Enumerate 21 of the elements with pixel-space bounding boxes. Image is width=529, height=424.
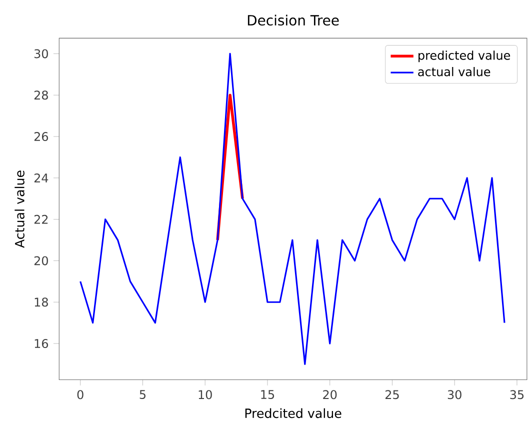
x-tick-label: 0: [77, 390, 84, 400]
y-tick-label: 28: [34, 90, 48, 100]
x-tick-label: 5: [140, 390, 146, 400]
y-tick-label: 30: [34, 49, 48, 58]
x-tick-label: 15: [261, 390, 274, 400]
x-tick-label: 20: [323, 390, 337, 400]
chart-title: Decision Tree: [248, 14, 339, 26]
y-tick-label: 24: [34, 174, 48, 183]
x-tick-label: 25: [385, 390, 399, 400]
legend-label: predicted value: [418, 50, 510, 62]
y-tick-label: 16: [34, 339, 48, 348]
x-axis-title: Predcited value: [245, 408, 342, 418]
y-tick-label: 18: [34, 298, 48, 307]
x-tick-label: 30: [448, 390, 462, 400]
legend-label: actual value: [418, 67, 490, 76]
x-tick-label: 10: [198, 390, 212, 400]
y-axis-title: Actual value: [14, 170, 24, 248]
y-tick-label: 26: [34, 132, 48, 142]
x-tick-label: 35: [510, 390, 524, 400]
y-tick-label: 22: [34, 215, 48, 224]
y-tick-label: 20: [34, 256, 48, 266]
